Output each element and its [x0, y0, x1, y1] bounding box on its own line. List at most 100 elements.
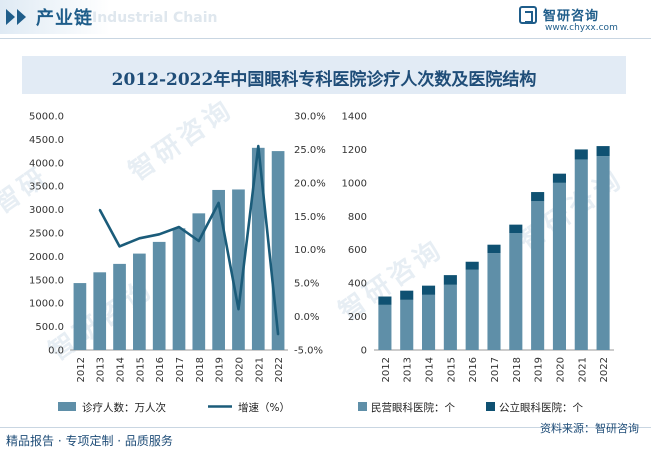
y-left-tick-label: 500.0 [35, 322, 64, 333]
chevron-right-icon [17, 9, 26, 25]
y-left-tick-label: 0.0 [48, 346, 64, 357]
bar-public-2015 [443, 275, 457, 285]
bar-visits-2014 [113, 263, 126, 350]
y2-tick-label: 400 [348, 279, 367, 290]
y-right-tick-label: 10.0% [294, 245, 326, 256]
header: 产业链 Industrial Chain 智研咨询 www.chyxx.com [0, 0, 651, 40]
x2-tick-label: 2018 [512, 357, 523, 382]
y-left-tick-label: 4000.0 [29, 158, 64, 169]
growth-point-2019 [217, 202, 220, 204]
bar-visits-2020 [232, 189, 245, 350]
x-tick-label: 2021 [254, 357, 265, 382]
bar-private-2015 [443, 284, 457, 350]
legend-label-public: 公立眼科医院：个 [499, 401, 583, 414]
bar-visits-2019 [212, 189, 225, 350]
growth-point-2022 [277, 333, 279, 336]
y-left-tick-label: 3500.0 [29, 182, 64, 193]
growth-point-2013 [98, 208, 101, 211]
x2-tick-label: 2022 [599, 357, 610, 382]
bar-private-2017 [487, 253, 501, 350]
growth-point-2021 [257, 145, 260, 147]
bar-visits-2017 [172, 228, 186, 350]
y-right-tick-label: 15.0% [294, 212, 326, 223]
bar-private-2020 [552, 182, 566, 350]
y2-tick-label: 800 [348, 212, 367, 223]
bar-visits-2012 [73, 283, 87, 350]
bar-public-2014 [422, 285, 436, 295]
y-left-tick-label: 2000.0 [29, 252, 64, 263]
legend-label-private: 民营眼科医院：个 [371, 401, 455, 414]
x-tick-label: 2018 [195, 357, 206, 382]
y2-tick-label: 1400 [342, 112, 367, 123]
bar-visits-2013 [93, 272, 107, 350]
legend-swatch-public [486, 402, 495, 411]
x2-tick-label: 2017 [490, 357, 501, 382]
bar-private-2016 [465, 269, 479, 350]
x2-tick-label: 2021 [577, 357, 588, 382]
brand-url[interactable]: www.chyxx.com [545, 23, 618, 33]
bar-visits-2016 [152, 241, 166, 350]
bar-private-2018 [509, 233, 523, 350]
bar-private-2021 [574, 159, 588, 350]
y-left-tick-label: 1500.0 [29, 275, 64, 286]
bar-visits-2022 [271, 151, 285, 350]
x-tick-label: 2014 [116, 357, 127, 382]
y-right-tick-label: 5.0% [294, 279, 319, 290]
x-tick-label: 2017 [175, 357, 186, 382]
x2-tick-label: 2014 [425, 357, 436, 382]
x-tick-label: 2012 [76, 357, 87, 382]
x2-tick-label: 2019 [534, 357, 545, 382]
brand-logo[interactable]: 智研咨询 www.chyxx.com [519, 5, 639, 37]
bar-public-2020 [552, 173, 566, 183]
bar-private-2013 [400, 299, 414, 350]
x-tick-label: 2020 [234, 357, 245, 382]
y2-tick-label: 0 [361, 346, 367, 357]
bar-public-2013 [400, 290, 414, 300]
y-left-tick-label: 4500.0 [29, 135, 64, 146]
bar-public-2018 [509, 224, 523, 233]
legend-swatch-private [358, 402, 367, 411]
bar-public-2017 [487, 244, 501, 254]
bar-private-2012 [378, 304, 392, 350]
y-left-tick-label: 1000.0 [29, 299, 64, 310]
x2-tick-label: 2016 [468, 357, 479, 382]
header-watermark: Industrial Chain [92, 10, 218, 26]
growth-point-2018 [198, 240, 200, 242]
growth-rate-line [98, 144, 280, 335]
y2-tick-label: 1000 [342, 178, 367, 189]
x-tick-label: 2022 [274, 357, 285, 382]
source-note: 资料来源：智研咨询 [540, 422, 639, 435]
x-tick-label: 2013 [96, 357, 107, 382]
legend-label-visits: 诊疗人数：万人次 [82, 401, 166, 414]
bar-public-2019 [531, 192, 545, 202]
x-tick-label: 2016 [155, 357, 166, 382]
y2-tick-label: 1200 [342, 145, 367, 156]
y-right-tick-label: 25.0% [294, 145, 326, 156]
bar-public-2012 [378, 296, 392, 305]
y-right-tick-label: 30.0% [294, 112, 326, 123]
chevron-right-icon [6, 9, 15, 25]
bar-visits-2018 [192, 213, 206, 350]
bar-public-2021 [574, 149, 588, 160]
growth-point-2020 [237, 308, 240, 311]
growth-point-2017 [178, 226, 180, 228]
bar-public-2016 [465, 261, 479, 270]
bar-visits-2021 [251, 147, 265, 350]
bar-private-2022 [596, 156, 610, 350]
legend-swatch-visits [58, 402, 76, 411]
bar-private-2014 [422, 294, 436, 350]
brand-name: 智研咨询 [543, 9, 600, 24]
divider [0, 38, 651, 39]
section-title: 产业链 [36, 8, 93, 29]
growth-point-2014 [118, 245, 121, 248]
x2-tick-label: 2020 [555, 357, 566, 382]
legend-label-growth: 增速（%） [238, 401, 290, 414]
y-right-tick-label: 0.0% [294, 312, 319, 323]
chart-title-box: 2012-2022年中国眼科专科医院诊疗人次数及医院结构 [22, 56, 626, 94]
y2-tick-label: 600 [348, 245, 367, 256]
x-tick-label: 2015 [135, 357, 146, 382]
chart-title: 2012-2022年中国眼科专科医院诊疗人次数及医院结构 [111, 70, 537, 90]
bar-public-2022 [596, 146, 610, 157]
y-right-tick-label: 20.0% [294, 178, 326, 189]
